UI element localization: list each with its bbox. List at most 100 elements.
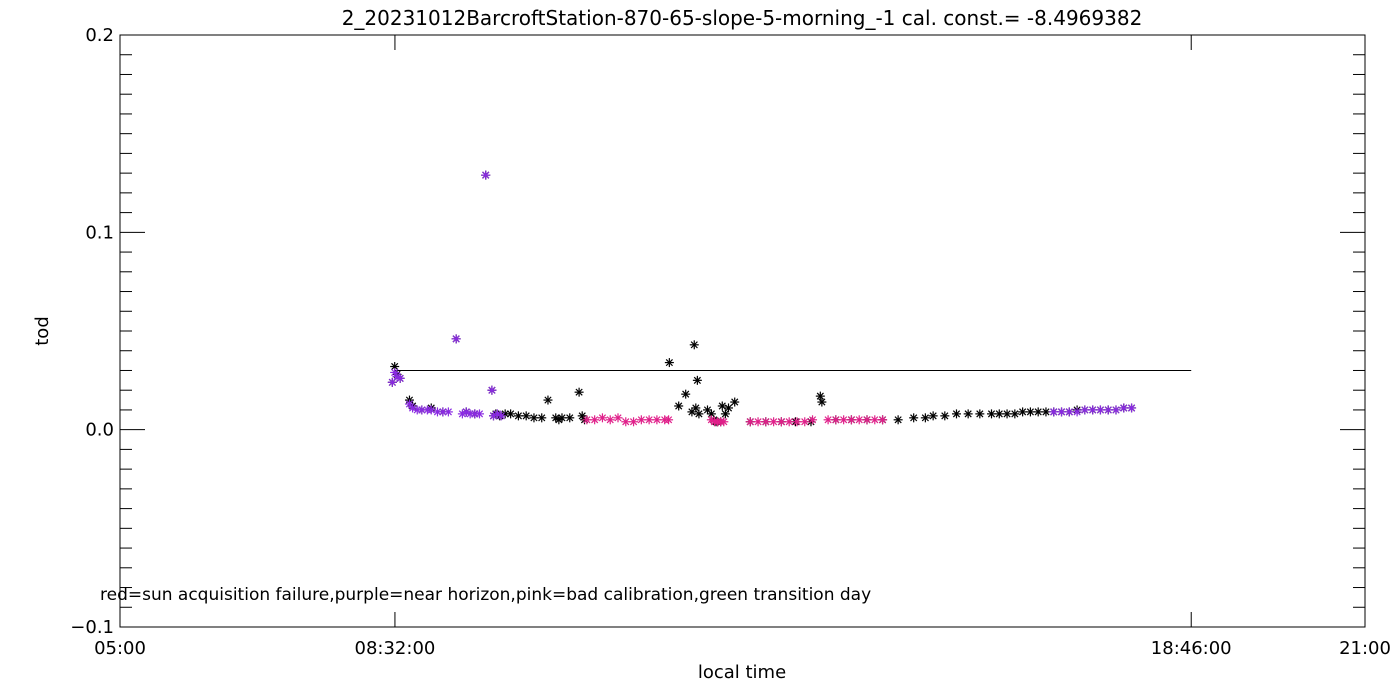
data-point	[928, 411, 938, 421]
data-point	[823, 415, 833, 425]
x-tick-label: 18:46:00	[1151, 638, 1232, 659]
data-point	[1049, 407, 1059, 417]
data-point	[745, 417, 755, 427]
data-point	[1111, 405, 1121, 415]
data-point	[702, 405, 712, 415]
data-point	[605, 415, 615, 425]
data-point	[451, 334, 461, 344]
data-point	[481, 170, 491, 180]
data-point	[664, 358, 674, 368]
data-point	[920, 413, 930, 423]
data-point	[664, 415, 674, 425]
y-tick-label: 0.1	[85, 222, 114, 243]
data-point	[687, 407, 697, 417]
data-point	[1072, 407, 1082, 417]
data-point	[443, 407, 453, 417]
data-point	[808, 415, 818, 425]
data-point	[1095, 405, 1105, 415]
axis-tick-labels: −0.1 0.0 0.1 0.2 05:00 08:32:00 18:46:00 21:00	[70, 25, 1391, 659]
data-point	[537, 413, 547, 423]
data-point	[487, 385, 497, 395]
y-tick-label: 0.0	[85, 420, 114, 441]
data-point	[644, 415, 654, 425]
data-point	[496, 411, 506, 421]
data-point	[792, 417, 802, 427]
data-point	[1002, 409, 1012, 419]
data-point	[674, 401, 684, 411]
data-point	[940, 411, 950, 421]
data-point	[474, 409, 484, 419]
data-point	[387, 377, 397, 387]
data-point	[1127, 403, 1137, 413]
data-point	[554, 415, 564, 425]
data-point	[613, 413, 623, 423]
data-point	[870, 415, 880, 425]
data-point	[681, 389, 691, 399]
data-point	[1064, 407, 1074, 417]
data-point	[975, 409, 985, 419]
data-point	[565, 413, 575, 423]
data-point	[994, 409, 1004, 419]
data-point	[717, 401, 727, 411]
data-point	[1103, 405, 1113, 415]
y-axis-label: tod	[32, 316, 53, 346]
data-point	[839, 415, 849, 425]
data-point	[878, 415, 888, 425]
data-point	[815, 391, 825, 401]
data-point	[951, 409, 961, 419]
data-point	[557, 413, 567, 423]
data-point	[730, 397, 740, 407]
data-point	[590, 415, 600, 425]
data-point	[543, 395, 553, 405]
data-point	[893, 415, 903, 425]
data-point	[987, 409, 996, 419]
x-tick-label: 21:00	[1339, 638, 1391, 659]
data-point	[753, 417, 763, 427]
data-point	[521, 411, 531, 421]
data-point	[776, 417, 786, 427]
data-point	[846, 415, 856, 425]
data-point	[862, 415, 872, 425]
y-tick-label: −0.1	[70, 617, 114, 638]
x-tick-label: 05:00	[94, 638, 146, 659]
data-point	[1010, 409, 1020, 419]
data-point	[652, 415, 662, 425]
data-point	[1025, 407, 1035, 417]
data-point	[1057, 407, 1067, 417]
data-point	[831, 415, 841, 425]
data-point	[597, 413, 607, 423]
data-point	[909, 413, 919, 423]
data-point	[784, 417, 794, 427]
data-point	[963, 409, 973, 419]
data-point	[1088, 405, 1098, 415]
data-point	[636, 415, 646, 425]
data-point	[723, 403, 733, 413]
data-point	[426, 405, 436, 415]
y-tick-label: 0.2	[85, 25, 114, 46]
data-point	[529, 413, 539, 423]
legend-note: red=sun acquisition failure,purple=near …	[100, 585, 871, 605]
data-point	[1018, 407, 1028, 417]
data-point	[513, 411, 523, 421]
data-point	[1033, 407, 1043, 417]
data-point	[817, 397, 827, 407]
data-point	[761, 417, 771, 427]
x-tick-label: 08:32:00	[355, 638, 436, 659]
data-point	[769, 417, 779, 427]
data-point	[621, 417, 631, 427]
plot-frame	[119, 34, 1366, 628]
data-point	[574, 387, 584, 397]
x-axis-label: local time	[698, 662, 786, 683]
data-points	[387, 170, 1137, 427]
data-point	[692, 375, 702, 385]
axis-ticks	[119, 34, 1366, 628]
data-point	[1080, 405, 1090, 415]
data-point	[800, 417, 810, 427]
data-point	[719, 417, 729, 427]
chart-title: 2_20231012BarcroftStation-870-65-slope-5…	[342, 6, 1143, 30]
data-point	[506, 409, 516, 419]
data-point	[582, 415, 592, 425]
data-point	[694, 409, 704, 419]
data-point	[629, 417, 639, 427]
